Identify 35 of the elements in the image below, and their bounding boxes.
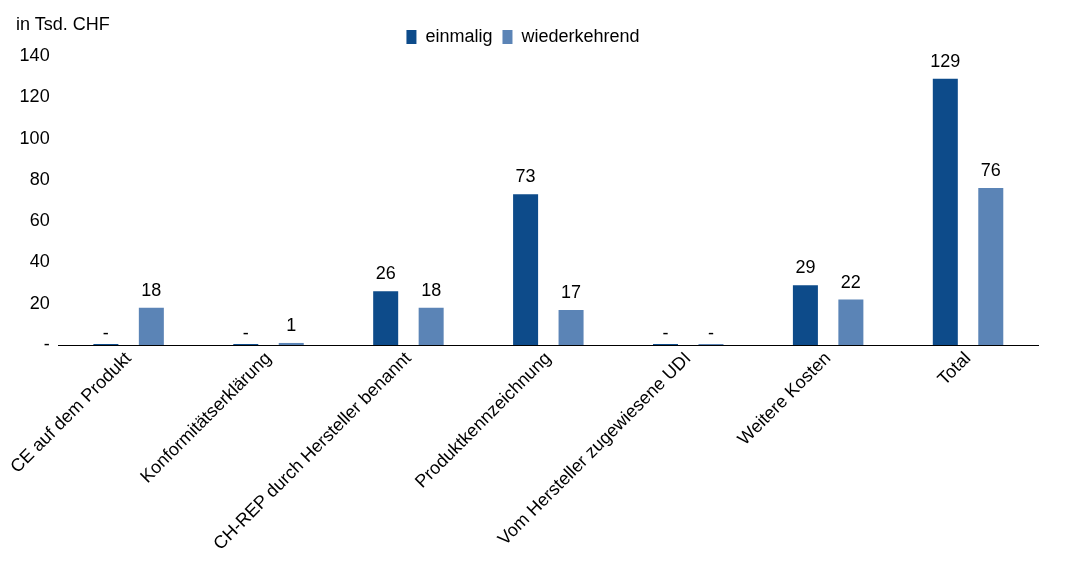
data-label: 18 xyxy=(141,279,162,300)
data-label: - xyxy=(242,322,249,343)
data-label: 73 xyxy=(515,166,536,187)
bar xyxy=(138,307,164,346)
legend-label: wiederkehrend xyxy=(520,25,640,46)
legend-label: einmalig xyxy=(425,25,493,46)
data-label: 22 xyxy=(840,271,861,292)
bar xyxy=(932,78,958,346)
data-label: - xyxy=(662,322,669,343)
data-label: - xyxy=(102,322,109,343)
y-tick-label: 80 xyxy=(29,168,50,189)
y-tick-label: 20 xyxy=(29,292,50,313)
bar xyxy=(792,285,818,346)
y-tick-label: 60 xyxy=(29,210,50,231)
bar xyxy=(278,342,304,346)
bar xyxy=(978,188,1004,346)
data-label: 26 xyxy=(375,263,396,284)
bar xyxy=(513,194,539,346)
bar xyxy=(558,309,584,346)
data-label: 17 xyxy=(561,281,582,302)
data-label: 29 xyxy=(795,257,816,278)
bar xyxy=(418,307,444,346)
data-label: 1 xyxy=(286,314,297,335)
data-label: 129 xyxy=(930,50,961,71)
data-label: - xyxy=(707,322,714,343)
y-axis-title: in Tsd. CHF xyxy=(16,13,110,34)
y-tick-label: - xyxy=(43,333,50,354)
y-tick-label: 120 xyxy=(19,86,50,107)
bar xyxy=(373,291,399,346)
bar xyxy=(838,299,864,346)
y-tick-label: 100 xyxy=(19,127,50,148)
y-tick-label: 40 xyxy=(29,251,50,272)
y-tick-label: 140 xyxy=(19,44,50,65)
data-label: 76 xyxy=(980,160,1001,181)
data-label: 18 xyxy=(421,279,442,300)
